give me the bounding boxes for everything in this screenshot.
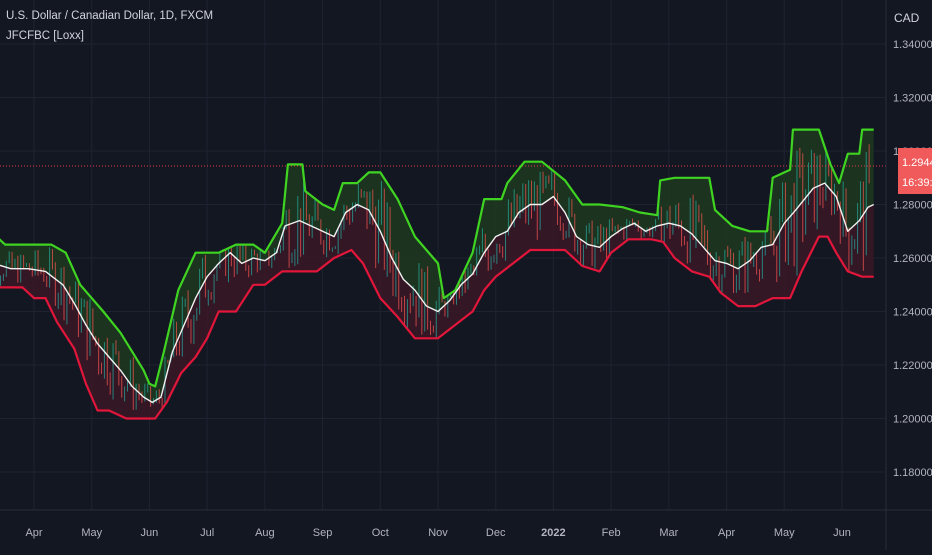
band-lines bbox=[0, 128, 886, 420]
x-tick-label: Dec bbox=[486, 527, 506, 539]
x-tick-label: Mar bbox=[659, 527, 678, 539]
indicator-title[interactable]: JFCFBC [Loxx] bbox=[6, 30, 84, 42]
y-tick-label: 1.18000 bbox=[893, 467, 932, 479]
y-tick-label: 1.26000 bbox=[893, 253, 932, 265]
x-tick-label: May bbox=[774, 527, 795, 539]
y-tick-label: 1.22000 bbox=[893, 360, 932, 372]
y-tick-label: 1.24000 bbox=[893, 307, 932, 319]
y-tick-label: 1.32000 bbox=[893, 93, 932, 105]
x-tick-label: Aug bbox=[255, 527, 275, 539]
x-tick-label: Oct bbox=[372, 527, 389, 539]
price-marker-value: 1.29440 bbox=[902, 157, 932, 169]
upper-band-fill bbox=[0, 129, 874, 403]
currency-label: CAD bbox=[894, 11, 920, 25]
y-tick-label: 1.34000 bbox=[893, 39, 932, 51]
upper-band-line bbox=[0, 128, 874, 388]
price-marker-box bbox=[898, 148, 932, 194]
price-marker-countdown: 16:39:01 bbox=[902, 177, 932, 189]
symbol-title[interactable]: U.S. Dollar / Canadian Dollar, 1D, FXCM bbox=[6, 10, 214, 22]
x-tick-label: Jun bbox=[141, 527, 159, 539]
x-tick-label: May bbox=[81, 527, 102, 539]
x-tick-label: Apr bbox=[25, 527, 42, 539]
y-tick-label: 1.28000 bbox=[893, 200, 932, 212]
x-tick-label: Nov bbox=[428, 527, 448, 539]
x-tick-label: Sep bbox=[313, 527, 333, 539]
x-tick-label: Feb bbox=[602, 527, 621, 539]
middle-line bbox=[0, 182, 874, 404]
price-marker: 1.29440 16:39:01 bbox=[898, 148, 932, 194]
chart-legend: U.S. Dollar / Canadian Dollar, 1D, FXCM … bbox=[6, 6, 213, 46]
x-tick-label: Apr bbox=[718, 527, 735, 539]
candlesticks bbox=[0, 144, 870, 410]
lower-band-line bbox=[0, 235, 874, 420]
y-tick-label: 1.20000 bbox=[893, 414, 932, 426]
x-tick-label: Jun bbox=[833, 527, 851, 539]
x-tick-label: 2022 bbox=[541, 527, 565, 539]
x-tick-label: Jul bbox=[200, 527, 214, 539]
band-fills bbox=[0, 129, 874, 419]
